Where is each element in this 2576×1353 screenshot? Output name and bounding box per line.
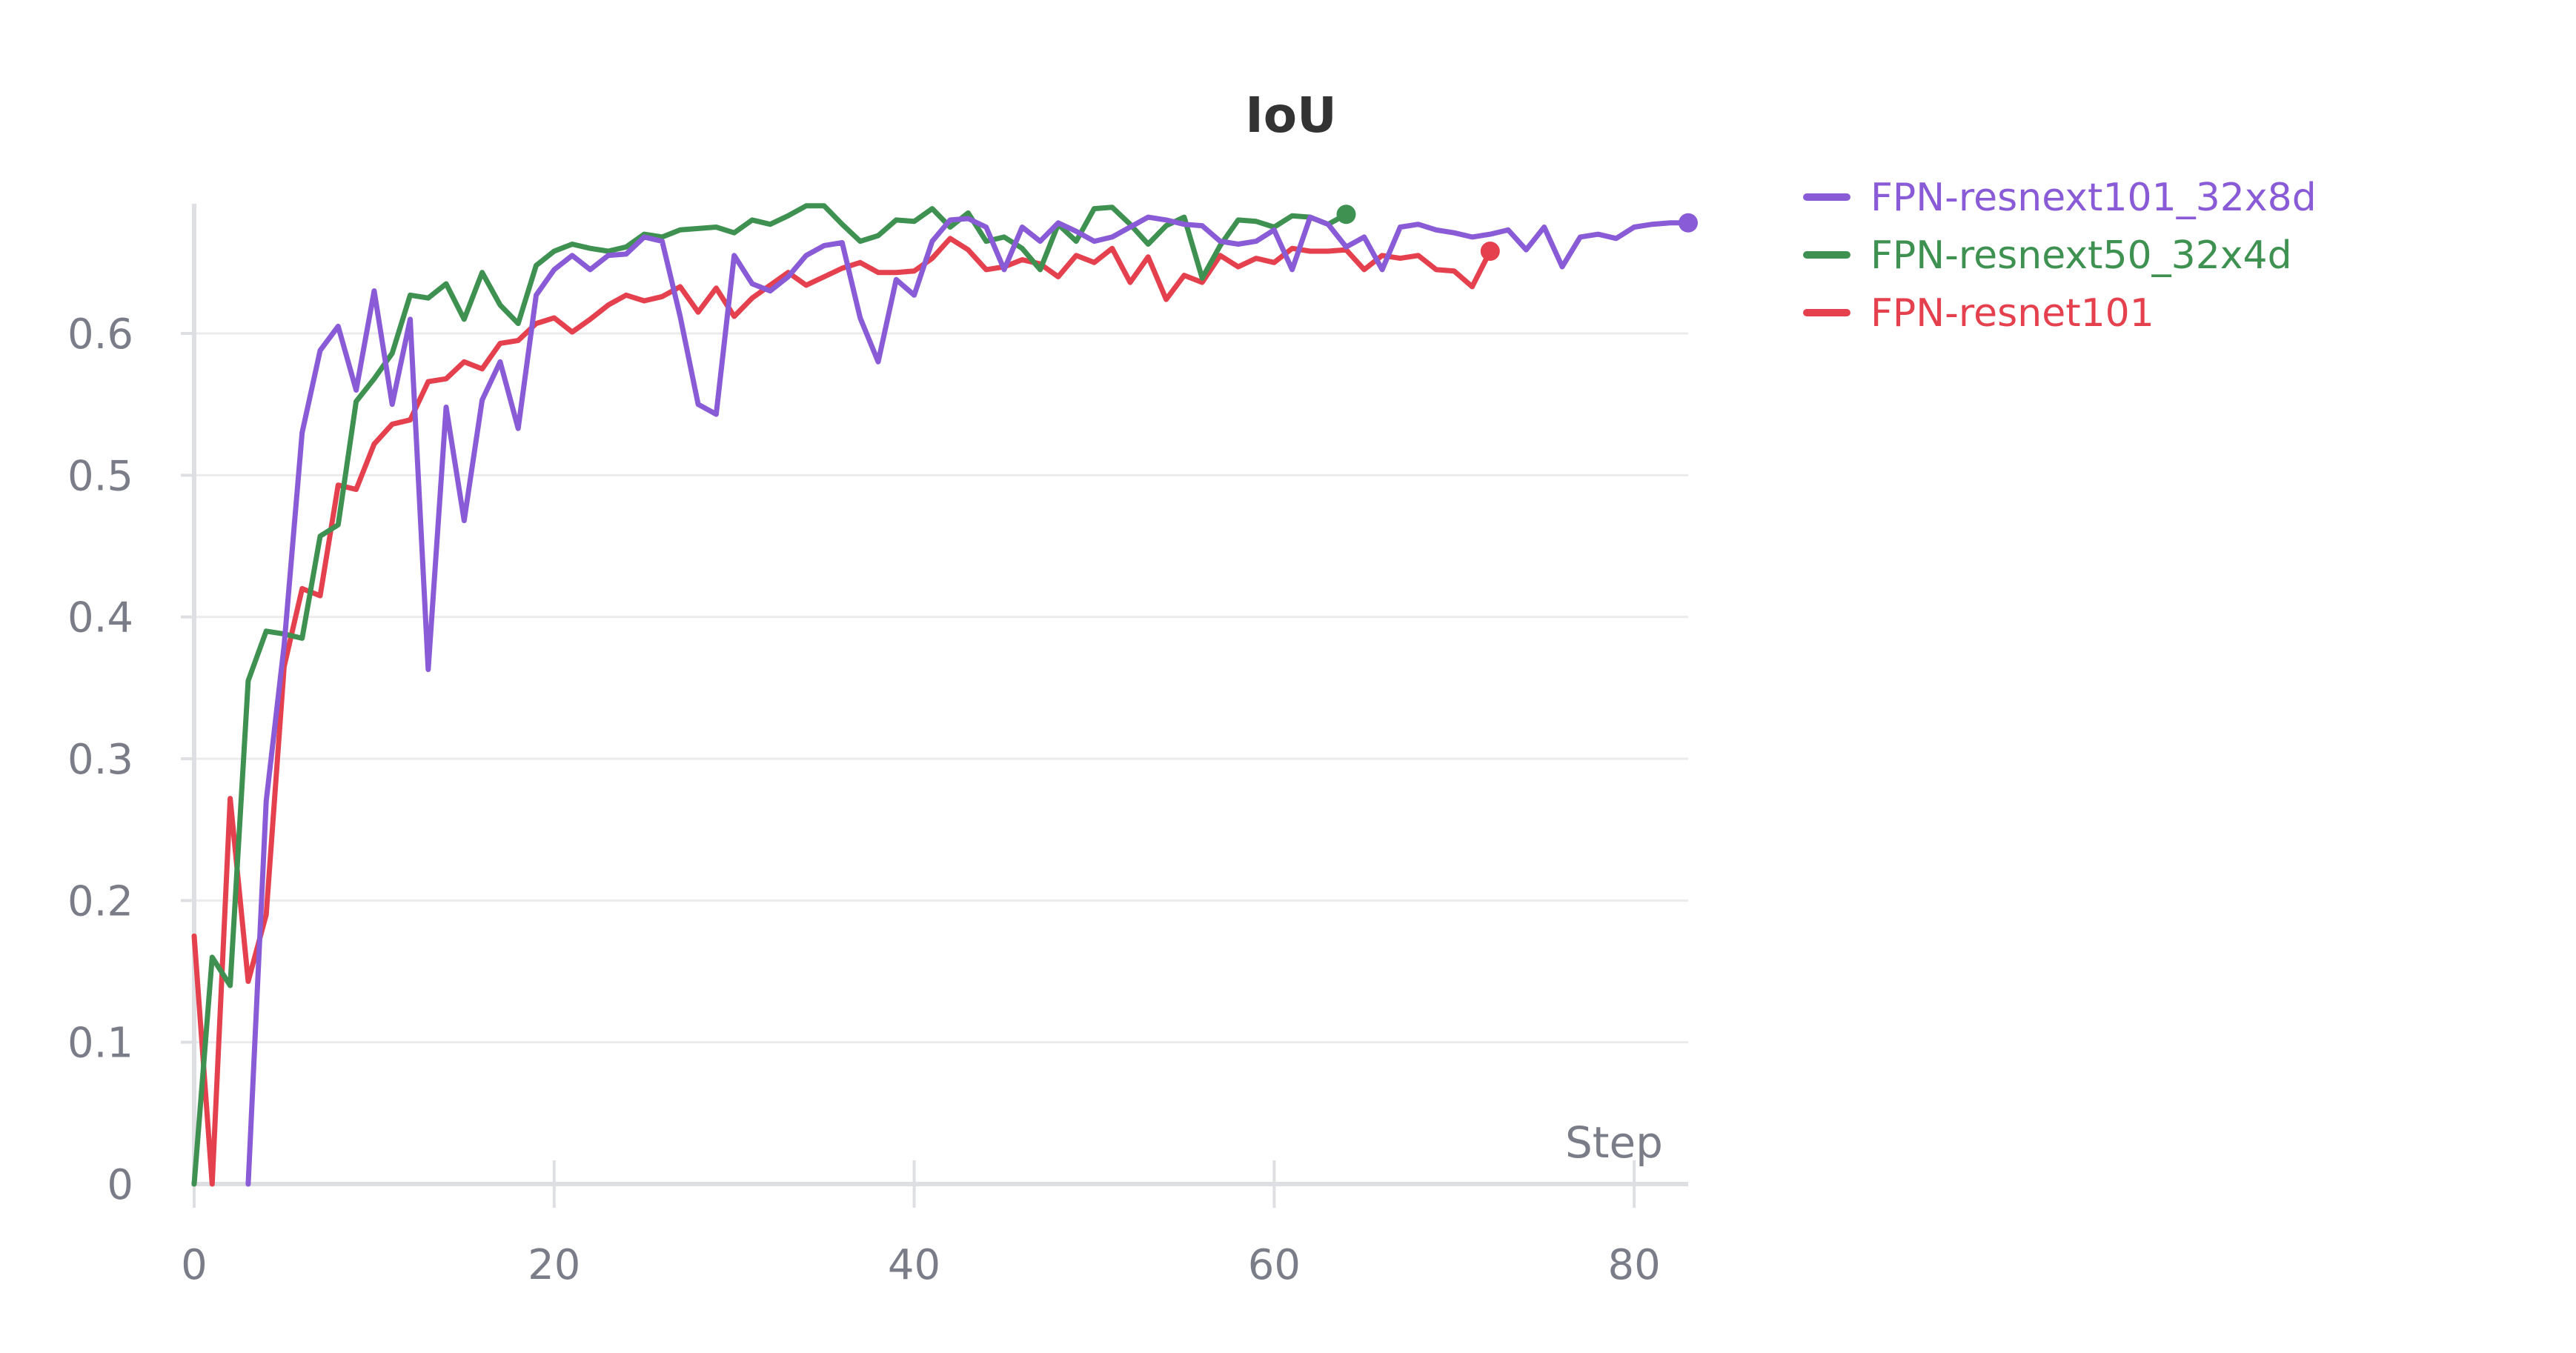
legend-label-fpn-resnet101: FPN-resnet101: [1870, 291, 2154, 336]
y-tick-label: 0.5: [67, 452, 133, 500]
legend: FPN-resnext101_32x8d FPN-resnext50_32x4d F…: [1803, 176, 2317, 336]
y-tick-label: 0.3: [67, 736, 133, 784]
legend-label-fpn-resnext101-32x8d: FPN-resnext101_32x8d: [1870, 176, 2317, 220]
series-line-fpn-resnext101-32x8d: [245, 214, 1691, 1187]
y-tick-label: 0.1: [67, 1020, 133, 1068]
series-lines: [191, 203, 1698, 1187]
legend-label-fpn-resnext50-32x4d: FPN-resnext50_32x4d: [1870, 233, 2292, 278]
y-tick-label: 0.6: [67, 310, 133, 359]
axes: [191, 204, 1688, 1186]
y-tick-label: 0: [107, 1161, 133, 1209]
x-tick-label: 40: [888, 1241, 940, 1289]
y-tick-label: 0.4: [67, 594, 133, 642]
x-tick-label: 80: [1607, 1241, 1660, 1289]
x-ticks: 0 20 40 60 80: [181, 1160, 1661, 1289]
series-end-point-fpn-resnext101-32x8d: [1679, 213, 1698, 233]
y-tick-label: 0.2: [67, 877, 133, 925]
series-line-fpn-resnext50-32x4d: [191, 203, 1349, 1187]
series-end-point-fpn-resnext50-32x4d: [1336, 205, 1356, 225]
x-tick-label: 20: [528, 1241, 580, 1289]
y-ticks: 0 0.1 0.2 0.3 0.4 0.5 0.6: [67, 310, 194, 1209]
chart-title: IoU: [1245, 87, 1337, 144]
x-axis-title: Step: [1565, 1117, 1663, 1168]
x-tick-label: 0: [181, 1241, 208, 1289]
series-line-fpn-resnet101: [191, 236, 1493, 1187]
x-tick-label: 60: [1248, 1241, 1301, 1289]
series-end-point-fpn-resnet101: [1480, 242, 1500, 262]
